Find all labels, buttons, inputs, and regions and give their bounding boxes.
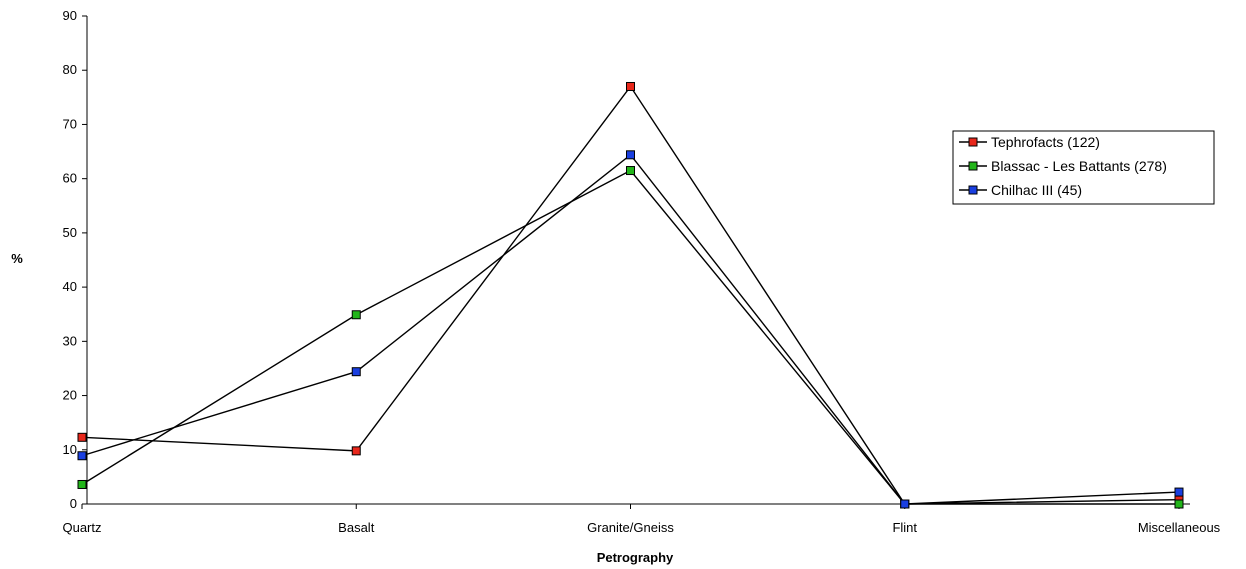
x-tick-label: Miscellaneous [1138, 520, 1221, 535]
y-tick-label: 20 [63, 388, 77, 403]
legend-label: Tephrofacts (122) [991, 134, 1100, 150]
x-tick-label: Quartz [62, 520, 101, 535]
series-line [81, 153, 1180, 505]
data-point [351, 446, 361, 456]
data-point [1174, 499, 1184, 509]
axes: 0 10 20 30 40 50 60 70 80 90 Quartz Basalt Granite/… [62, 8, 1220, 535]
data-point [626, 81, 635, 91]
data-point [626, 150, 635, 160]
data-point [77, 479, 87, 489]
data-point [351, 310, 361, 320]
data-point [1174, 487, 1184, 497]
data-point [900, 499, 910, 509]
series-layer [77, 81, 1184, 509]
y-tick-label: 90 [63, 8, 77, 23]
legend-marker [968, 137, 978, 147]
legend-label: Blassac - Les Battants (278) [991, 158, 1167, 174]
series-line [81, 169, 1179, 505]
x-tick-label: Granite/Gneiss [587, 520, 674, 535]
y-tick-label: 40 [63, 279, 77, 294]
y-axis-title: % [11, 251, 23, 266]
y-ticks: 0 10 20 30 40 50 60 70 80 90 [63, 8, 87, 511]
y-tick-label: 50 [63, 225, 77, 240]
data-point [77, 451, 87, 461]
data-point [626, 166, 635, 176]
legend: Tephrofacts (122) Blassac - Les Battants … [952, 130, 1215, 205]
data-point [351, 367, 361, 377]
y-tick-label: 10 [63, 442, 77, 457]
legend-box [952, 130, 1215, 205]
x-axis-title: Petrography [597, 550, 674, 565]
x-tick-label: Flint [892, 520, 917, 535]
y-tick-label: 0 [70, 496, 77, 511]
x-tick-label: Basalt [338, 520, 375, 535]
y-tick-label: 70 [63, 116, 77, 131]
y-tick-label: 80 [63, 62, 77, 77]
data-point [77, 432, 87, 442]
y-tick-label: 60 [63, 171, 77, 186]
x-ticks: Quartz Basalt Granite/Gneiss Flint Miscellan… [62, 504, 1221, 535]
legend-marker [968, 161, 978, 171]
legend-marker [968, 185, 978, 195]
legend-label: Chilhac III (45) [991, 182, 1082, 198]
y-tick-label: 30 [63, 333, 77, 348]
